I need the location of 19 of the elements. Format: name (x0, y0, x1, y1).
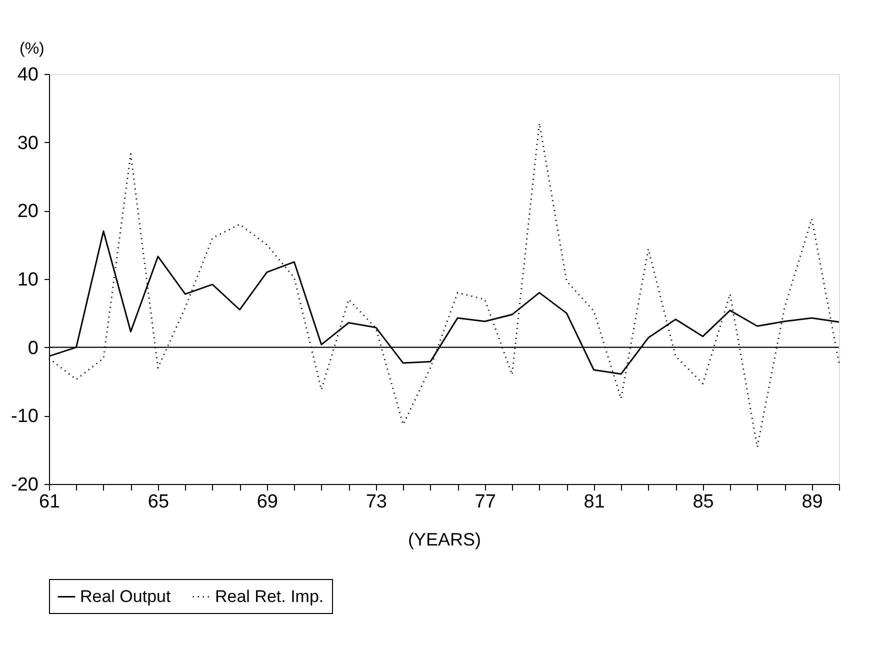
x-tick-label: 61 (38, 492, 60, 512)
y-tick-label: 40 (17, 64, 38, 86)
y-tick-label: -20 (11, 474, 38, 496)
x-tick-label: 77 (474, 492, 496, 512)
y-tick-label: 0 (28, 338, 38, 359)
y-tick-label: -10 (11, 406, 38, 428)
x-tick-label: 89 (802, 492, 823, 512)
x-tick-label: 65 (148, 492, 170, 512)
legend-label: Real Ret. Imp. (215, 586, 324, 606)
y-axis-title: (%) (20, 40, 44, 58)
legend-label: Real Output (80, 586, 171, 606)
x-tick-label: 73 (366, 492, 387, 512)
y-tick-label: 20 (17, 201, 38, 222)
x-axis-title: (YEARS) (408, 530, 482, 550)
x-tick-label: 69 (256, 492, 278, 512)
y-tick-label: 10 (17, 270, 38, 290)
y-tick-label: 30 (17, 132, 38, 154)
x-tick-label: 81 (584, 492, 605, 512)
x-tick-label: 85 (692, 492, 714, 512)
